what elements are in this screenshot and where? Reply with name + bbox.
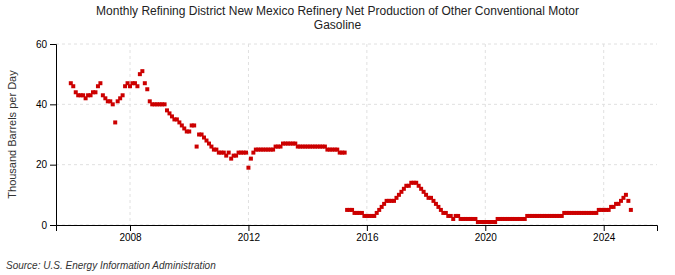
annotation: Source: U.S. Energy Information Administ… <box>6 260 216 271</box>
y-tick-mark <box>50 165 56 166</box>
y-tick-mark <box>50 44 56 45</box>
point <box>195 145 199 149</box>
y-tick: 60 <box>36 39 56 50</box>
grid-line <box>56 104 657 105</box>
x-tick: 2024 <box>593 225 616 243</box>
x-tick: 2020 <box>475 225 498 243</box>
grid-line <box>56 44 657 45</box>
y-tick-label: 40 <box>36 99 48 110</box>
points <box>69 69 633 224</box>
grid <box>56 44 657 225</box>
y-axis-line <box>50 45 57 226</box>
chart: 2008 2012 2016 2020 2024 0 20 40 60 Monthly Refin… <box>0 0 675 275</box>
point <box>629 208 633 212</box>
point <box>187 129 191 133</box>
grid-line <box>603 44 604 225</box>
title-line: Gasoline <box>314 18 362 32</box>
x-tick: 2012 <box>238 225 261 243</box>
x-tick: 2016 <box>356 225 379 243</box>
title: Monthly Refining District New Mexico Ref… <box>96 4 579 32</box>
y-axis: 0 20 40 60 <box>36 39 57 231</box>
point <box>163 102 167 106</box>
y-tick-label: 60 <box>36 39 48 50</box>
point <box>246 166 250 170</box>
x-tick-mark <box>604 225 605 231</box>
x-tick-mark <box>485 225 486 231</box>
point <box>98 81 102 85</box>
point <box>244 151 248 155</box>
x-tick-mark <box>248 225 249 231</box>
point <box>93 90 97 94</box>
x-tick-label: 2024 <box>593 232 616 243</box>
y-axis-title: Thousand Barrels per Day <box>6 70 18 199</box>
y-tick-mark <box>50 225 56 226</box>
x-tick: 2008 <box>119 225 142 243</box>
x-tick-mark <box>130 225 131 231</box>
grid-line <box>130 44 131 225</box>
point <box>135 84 139 88</box>
x-tick-label: 2008 <box>119 232 142 243</box>
x-axis: 2008 2012 2016 2020 2024 <box>57 225 658 243</box>
grid-line <box>248 44 249 225</box>
y-tick-mark <box>50 104 56 105</box>
y-tick: 0 <box>41 220 56 231</box>
point <box>626 199 630 203</box>
x-tick-label: 2012 <box>238 232 261 243</box>
y-tick-label: 20 <box>36 159 48 170</box>
point <box>143 81 147 85</box>
point <box>227 151 231 155</box>
x-tick-label: 2020 <box>475 232 498 243</box>
point <box>113 120 117 124</box>
point <box>192 123 196 127</box>
point <box>71 84 75 88</box>
y-tick: 20 <box>36 159 56 170</box>
x-axis-line <box>57 226 658 232</box>
y-tick: 40 <box>36 99 56 110</box>
point <box>343 151 347 155</box>
grid-line <box>366 44 367 225</box>
y-tick-label: 0 <box>41 220 47 231</box>
point <box>111 102 115 106</box>
x-tick-mark <box>367 225 368 231</box>
point <box>624 193 628 197</box>
point <box>249 157 253 161</box>
title-line: Monthly Refining District New Mexico Ref… <box>96 4 579 18</box>
grid-line <box>485 44 486 225</box>
point <box>121 93 125 97</box>
grid-line <box>56 164 657 165</box>
point <box>140 69 144 73</box>
point <box>145 87 149 91</box>
x-tick-label: 2016 <box>356 232 379 243</box>
